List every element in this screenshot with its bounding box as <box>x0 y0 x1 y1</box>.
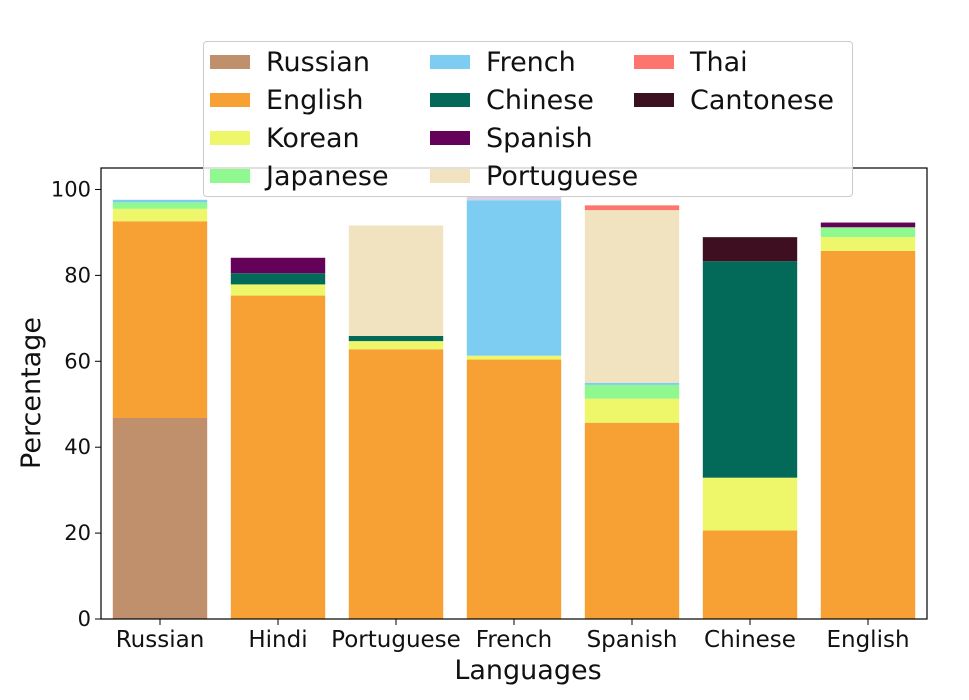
legend-swatch <box>634 93 674 107</box>
legend-item: Portuguese <box>430 160 639 192</box>
legend-item: Korean <box>210 122 360 154</box>
legend-item: Russian <box>210 46 370 78</box>
legend-label: Korean <box>266 122 360 154</box>
bar-segment <box>584 382 680 385</box>
y-tick-label: 0 <box>78 607 91 631</box>
legend-label: Russian <box>266 46 370 78</box>
bar-segment <box>584 384 680 399</box>
legend-item: English <box>210 84 364 116</box>
x-tick-label: Portuguese <box>331 627 461 653</box>
bar-segment <box>584 205 680 211</box>
bar-segment <box>584 398 680 423</box>
bar-segment <box>820 250 916 619</box>
x-axis-label: Languages <box>454 655 601 686</box>
bar-segment <box>702 530 798 619</box>
legend-swatch <box>210 55 250 69</box>
bar-segment <box>466 200 562 356</box>
y-tick-label: 80 <box>64 263 91 287</box>
legend-swatch <box>430 93 470 107</box>
legend-swatch <box>210 131 250 145</box>
legend-swatch <box>210 93 250 107</box>
legend-label: Chinese <box>486 84 594 116</box>
bar-segment <box>230 257 326 274</box>
bar-segment <box>348 335 444 342</box>
legend-item: Spanish <box>430 122 593 154</box>
bar-segment <box>466 195 562 201</box>
bar-segment <box>820 222 916 228</box>
legend-item: French <box>430 46 576 78</box>
legend-label: English <box>266 84 364 116</box>
legend-swatch <box>210 169 250 183</box>
bar-segment <box>112 221 208 418</box>
x-tick-label: English <box>826 627 909 653</box>
legend-item: Chinese <box>430 84 594 116</box>
legend-item: Japanese <box>210 160 389 192</box>
bars-group <box>112 195 916 619</box>
bar-segment <box>584 422 680 619</box>
bar-segment <box>466 359 562 619</box>
bar-segment <box>702 261 798 478</box>
legend-swatch <box>430 169 470 183</box>
x-tick-label: Hindi <box>248 627 307 653</box>
bar-segment <box>112 417 208 619</box>
y-axis-ticks: 0 20 40 60 80 100 <box>51 177 101 631</box>
chart-legend: Russian English Korean Japanese French Chines… <box>203 41 853 197</box>
bar-segment <box>584 210 680 383</box>
legend-label: Cantonese <box>690 84 835 116</box>
bar-segment <box>348 341 444 350</box>
bar-segment <box>230 273 326 285</box>
bar-segment <box>348 225 444 336</box>
y-tick-label: 40 <box>64 435 91 459</box>
legend-label: Spanish <box>486 122 593 154</box>
y-tick-label: 100 <box>51 177 91 201</box>
bar-segment <box>466 355 562 360</box>
y-tick-label: 20 <box>64 521 91 545</box>
bar-segment <box>702 477 798 531</box>
bar-segment <box>230 284 326 296</box>
legend-item: Cantonese <box>634 84 835 116</box>
legend-swatch <box>430 131 470 145</box>
x-axis-ticks: Russian Hindi Portuguese French Spanish Chine… <box>116 619 910 653</box>
bar-segment <box>112 199 208 203</box>
x-tick-label: Chinese <box>704 627 796 653</box>
bar-segment <box>112 208 208 222</box>
bar-segment <box>112 202 208 209</box>
legend-label: Portuguese <box>486 160 639 192</box>
legend-item: Thai <box>634 46 748 78</box>
bar-segment <box>820 227 916 238</box>
legend-label: Thai <box>690 46 748 78</box>
x-tick-label: Russian <box>116 627 205 653</box>
y-axis-label: Percentage <box>16 317 47 469</box>
legend-label: French <box>486 46 576 78</box>
legend-swatch <box>634 55 674 69</box>
y-tick-label: 60 <box>64 349 91 373</box>
bar-segment <box>230 295 326 619</box>
legend-swatch <box>430 55 470 69</box>
x-tick-label: French <box>476 627 552 653</box>
bar-segment <box>348 349 444 619</box>
x-tick-label: Spanish <box>587 627 678 653</box>
legend-label: Japanese <box>266 160 389 192</box>
bar-segment <box>702 237 798 262</box>
bar-segment <box>820 237 916 251</box>
